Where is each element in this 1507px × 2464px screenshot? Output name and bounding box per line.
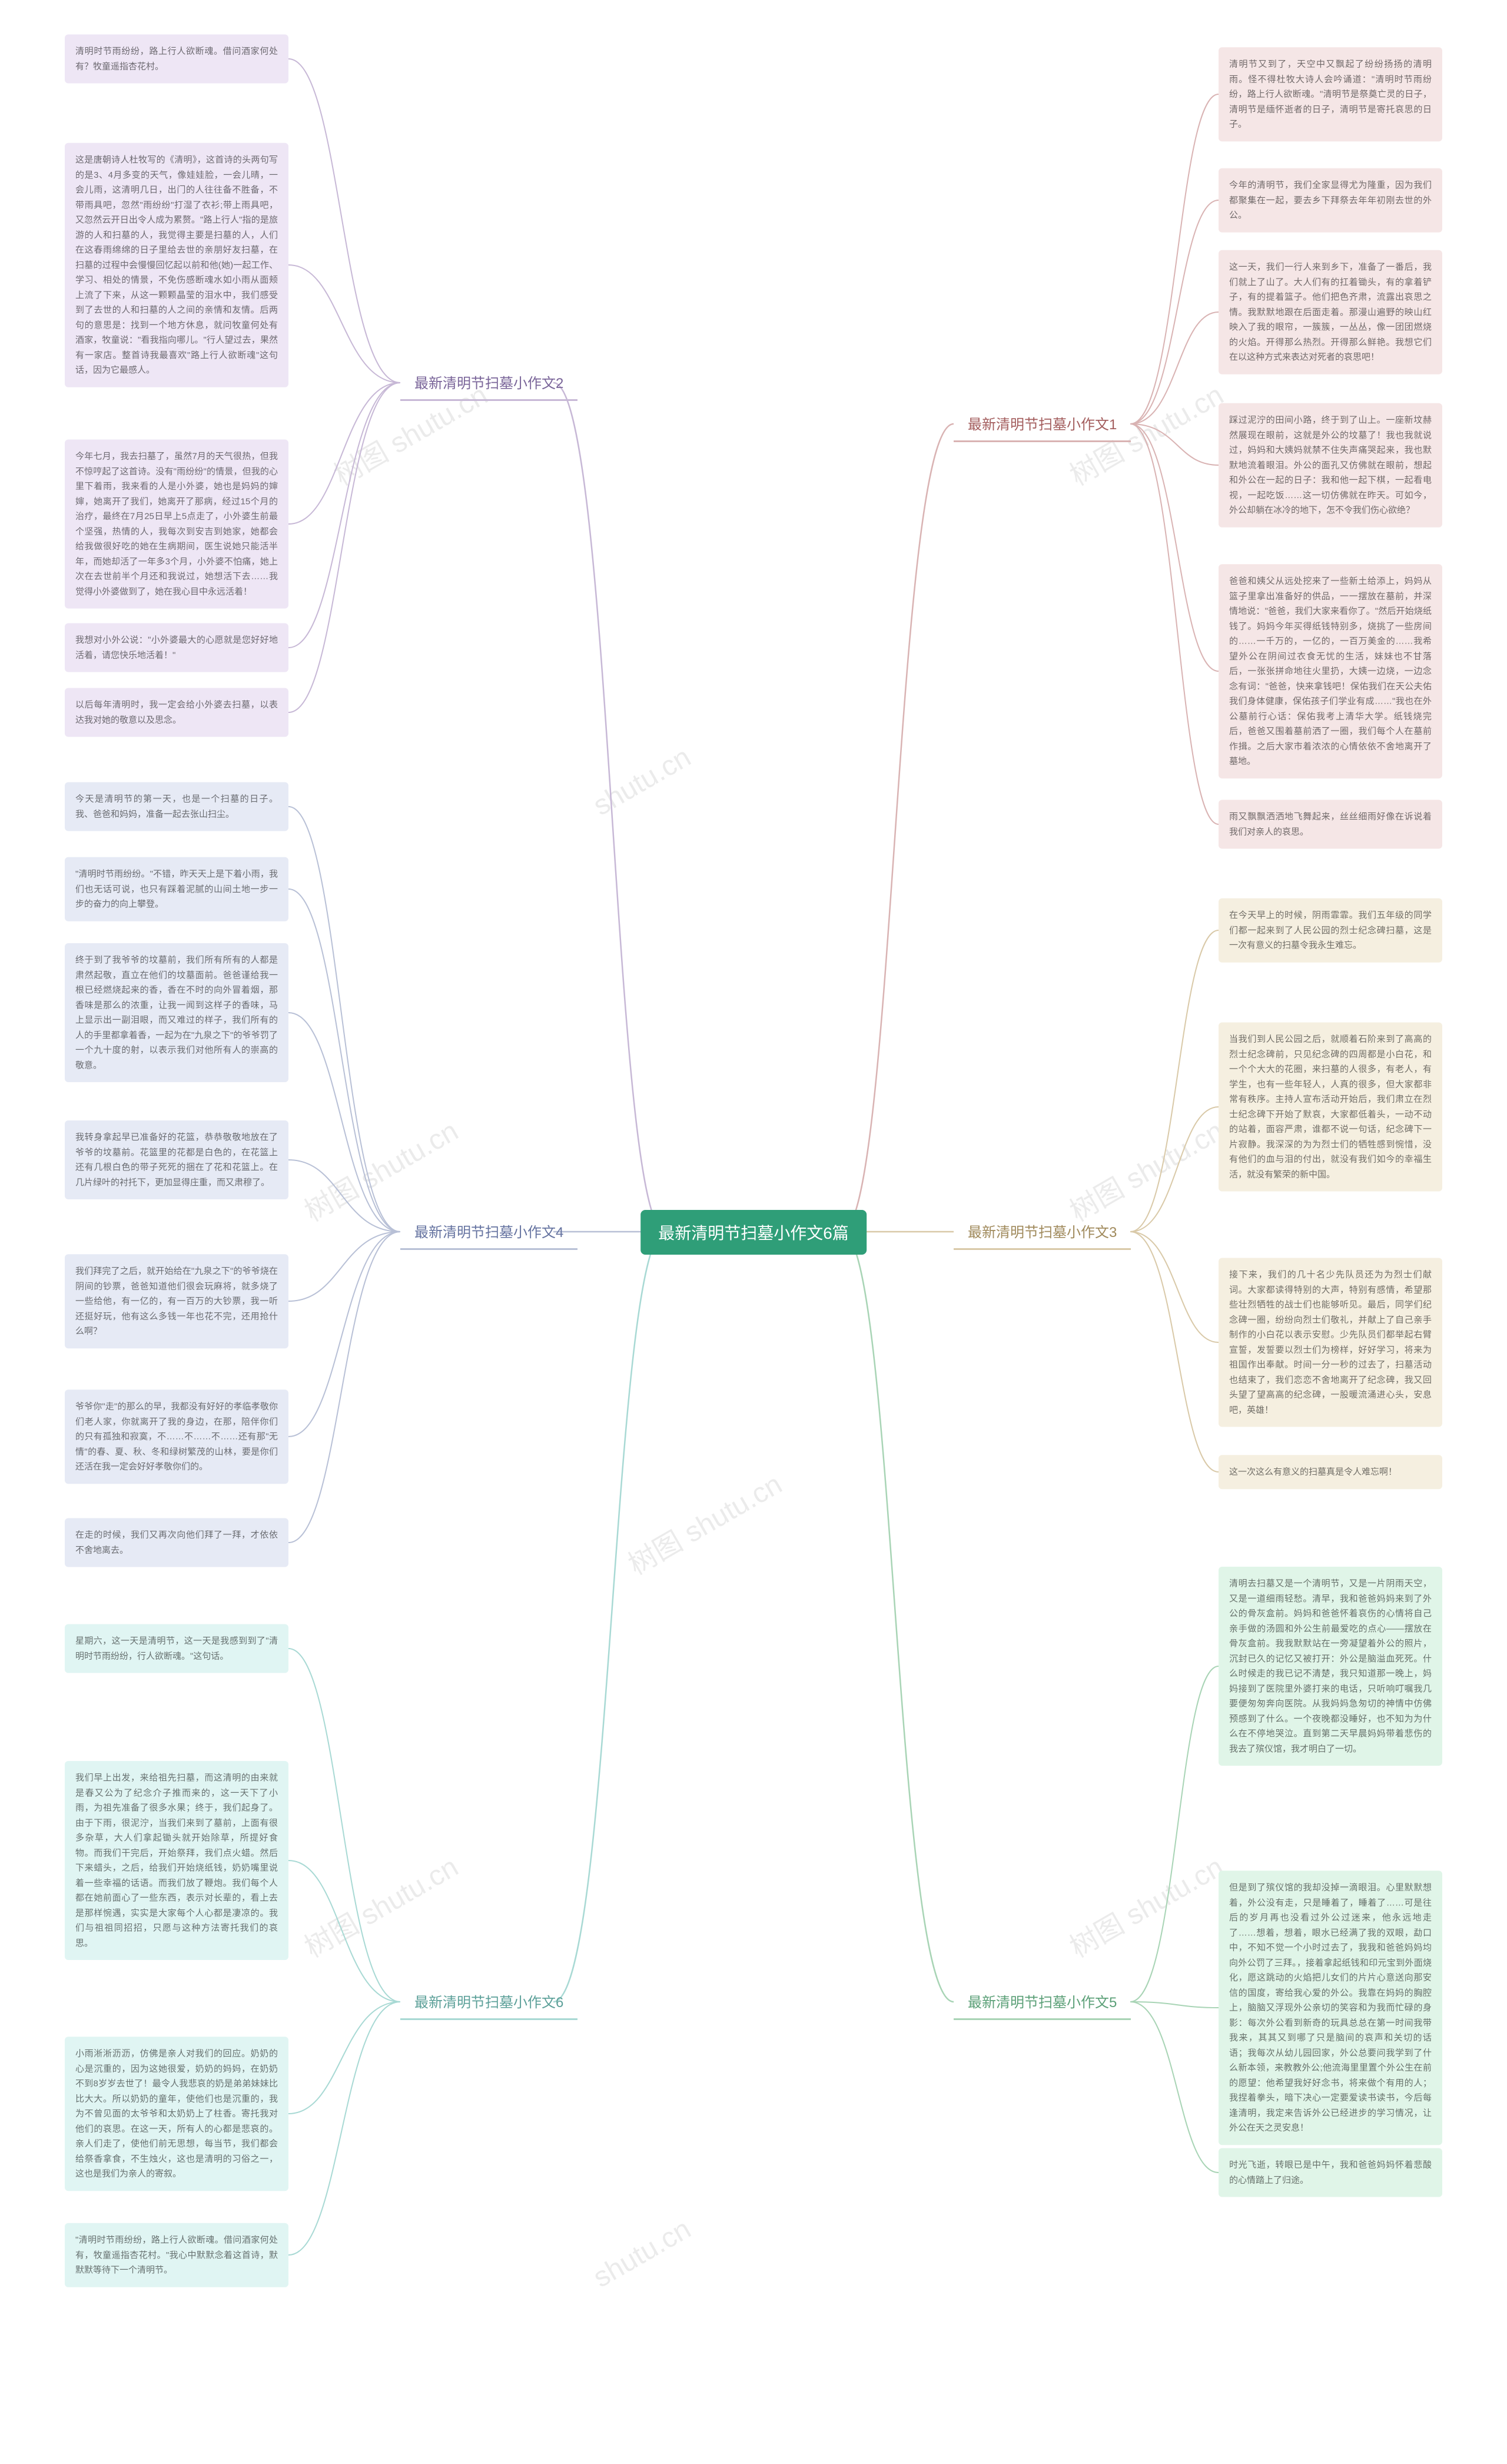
leaf-node[interactable]: 我想对小外公说："小外婆最大的心愿就是您好好地活着，请您快乐地活着！" [65, 624, 288, 672]
branch-label-5[interactable]: 最新清明节扫墓小作文5 [954, 1984, 1131, 2020]
leaf-node[interactable]: 小雨淅淅沥沥，仿佛是亲人对我们的回应。奶奶的心是沉重的，因为这她很爱，奶奶的妈妈… [65, 2037, 288, 2191]
leaf-node[interactable]: 我们早上出发，来给祖先扫墓，而这清明的由来就是春又公为了纪念介子推而来的，这一天… [65, 1761, 288, 1960]
branch-label-2[interactable]: 最新清明节扫墓小作文2 [400, 364, 577, 401]
watermark: shutu.cn [587, 741, 696, 822]
leaf-node[interactable]: 接下来，我们的几十名少先队员还为为烈士们献词。大家都读得特别的大声，特别有感情，… [1219, 1258, 1442, 1427]
branch-label-6[interactable]: 最新清明节扫墓小作文6 [400, 1984, 577, 2020]
branch-label-3[interactable]: 最新清明节扫墓小作文3 [954, 1213, 1131, 1250]
leaf-node[interactable]: 在今天早上的时候，阴雨霏霏。我们五年级的同学们都一起来到了人民公园的烈士纪念碑扫… [1219, 898, 1442, 963]
leaf-node[interactable]: 清明时节雨纷纷，路上行人欲断魂。借问酒家何处有？牧童遥指杏花村。 [65, 35, 288, 84]
watermark: shutu.cn [587, 2213, 696, 2294]
branch-label-4[interactable]: 最新清明节扫墓小作文4 [400, 1213, 577, 1250]
leaf-node[interactable]: 这一次这么有意义的扫墓真是令人难忘啊！ [1219, 1455, 1442, 1489]
watermark: 树图 shutu.cn [296, 1844, 464, 1965]
leaf-node[interactable]: 爸爸和姨父从远处挖来了一些新土给添上，妈妈从篮子里拿出准备好的供品，一一摆放在墓… [1219, 564, 1442, 778]
leaf-node[interactable]: 这是唐朝诗人杜牧写的《清明》，这首诗的头两句写的是3、4月多变的天气，像娃娃脸，… [65, 143, 288, 387]
leaf-node[interactable]: 今年七月，我去扫墓了，虽然7月的天气很热，但我不惊哼起了这首诗。没有"雨纷纷"的… [65, 440, 288, 609]
watermark: 树图 shutu.cn [1061, 1108, 1230, 1229]
leaf-node[interactable]: "清明时节雨纷纷。"不错，昨天天上是下着小雨，我们也无话可说，也只有踩着泥腻的山… [65, 857, 288, 921]
leaf-node[interactable]: 时光飞逝，转眼已是中午，我和爸爸妈妈怀着悲酸的心情踏上了归途。 [1219, 2148, 1442, 2197]
leaf-node[interactable]: 爷爷你"走"的那么的早，我都没有好好的孝临孝敬你们老人家，你就离开了我的身边，在… [65, 1389, 288, 1484]
leaf-node[interactable]: 我们拜完了之后，就开始给在"九泉之下"的爷爷烧在阴间的钞票，爸爸知道他们很会玩麻… [65, 1254, 288, 1348]
leaf-node[interactable]: "清明时节雨纷纷，路上行人欲断魂。借问酒家何处有，牧童遥指杏花村。"我心中默默念… [65, 2223, 288, 2287]
leaf-node[interactable]: 我转身拿起早已准备好的花篮，恭恭敬敬地放在了爷爷的坟墓前。花篮里的花都是白色的，… [65, 1120, 288, 1199]
leaf-node[interactable]: 清明节又到了，天空中又飘起了纷纷扬扬的清明雨。怪不得杜牧大诗人会吟诵道："清明时… [1219, 47, 1442, 141]
leaf-node[interactable]: 以后每年清明时，我一定会给小外婆去扫墓，以表达我对她的敬意以及思念。 [65, 688, 288, 737]
leaf-node[interactable]: 终于到了我爷爷的坟墓前，我们所有所有的人都是肃然起敬，直立在他们的坟墓面前。爸爸… [65, 943, 288, 1082]
leaf-node[interactable]: 星期六，这一天是清明节，这一天是我感到到了"清明时节雨纷纷，行人欲断魂。"这句话… [65, 1624, 288, 1673]
leaf-node[interactable]: 在走的时候，我们又再次向他们拜了一拜，才依依不舍地离去。 [65, 1518, 288, 1567]
watermark: 树图 shutu.cn [296, 1108, 464, 1229]
leaf-node[interactable]: 今年的清明节，我们全家显得尤为隆重，因为我们都聚集在一起，要去乡下拜祭去年年初刚… [1219, 168, 1442, 233]
branch-label-1[interactable]: 最新清明节扫墓小作文1 [954, 406, 1131, 442]
leaf-node[interactable]: 今天是清明节的第一天，也是一个扫墓的日子。我、爸爸和妈妈，准备一起去张山扫尘。 [65, 782, 288, 831]
leaf-node[interactable]: 这一天，我们一行人来到乡下，准备了一番后，我们就上了山了。大人们有的扛着锄头，有… [1219, 250, 1442, 374]
watermark: 树图 shutu.cn [619, 1461, 788, 1583]
center-node[interactable]: 最新清明节扫墓小作文6篇 [640, 1210, 867, 1255]
leaf-node[interactable]: 但是到了殡仪馆的我却没掉一滴眼泪。心里默默想着，外公没有走，只是睡着了，睡着了…… [1219, 1871, 1442, 2145]
leaf-node[interactable]: 清明去扫墓又是一个清明节，又是一片阴雨天空，又是一道细雨轻愁。清早，我和爸爸妈妈… [1219, 1567, 1442, 1766]
watermark: 树图 shutu.cn [1061, 1844, 1230, 1965]
leaf-node[interactable]: 雨又飘飘洒洒地飞舞起来，丝丝细雨好像在诉说着我们对亲人的哀思。 [1219, 800, 1442, 849]
leaf-node[interactable]: 踩过泥泞的田间小路，终于到了山上。一座新坟赫然展现在眼前，这就是外公的坟墓了！我… [1219, 403, 1442, 528]
leaf-node[interactable]: 当我们到人民公园之后，就顺着石阶来到了高高的烈士纪念碑前，只见纪念碑的四周都是小… [1219, 1023, 1442, 1192]
